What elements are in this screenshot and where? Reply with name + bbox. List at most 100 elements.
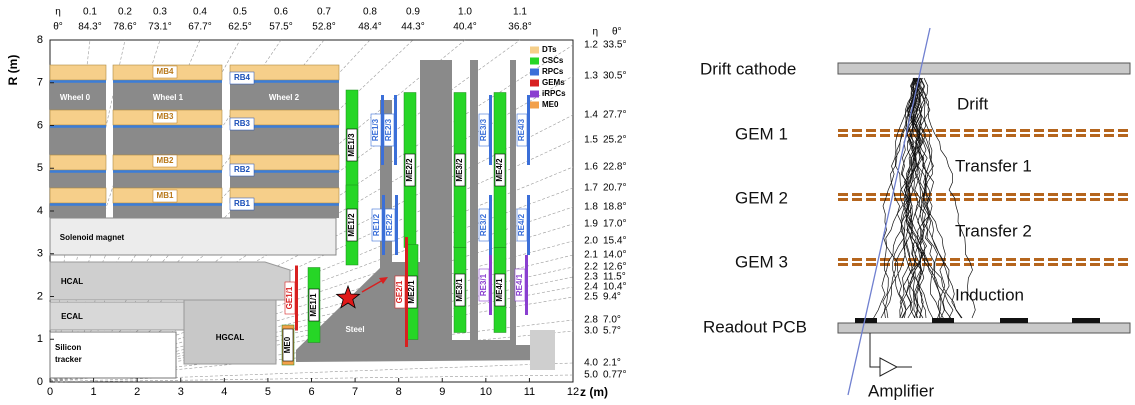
region-label: MB4 bbox=[157, 67, 174, 76]
gem-foil bbox=[1118, 263, 1128, 266]
eta-label: 0.2 bbox=[118, 7, 132, 18]
legend-label: ME0 bbox=[542, 100, 559, 109]
theta-label: 0.77° bbox=[603, 370, 626, 381]
chamber-label: ME0 bbox=[283, 336, 292, 353]
theta-label: 15.4° bbox=[603, 236, 626, 247]
chamber-label: GE2/1 bbox=[395, 280, 404, 303]
readout-plate bbox=[838, 323, 1130, 333]
gem-foil bbox=[1048, 263, 1058, 266]
gem-label: Readout PCB bbox=[703, 317, 807, 336]
gem-foil bbox=[1034, 263, 1044, 266]
region-label: Steel bbox=[345, 325, 364, 334]
gem-foil bbox=[880, 193, 890, 196]
chamber-label: RE1/2 bbox=[372, 213, 381, 236]
gem-foil bbox=[866, 258, 876, 261]
chamber-label: ME1/3 bbox=[347, 133, 356, 157]
gem-foil bbox=[964, 193, 974, 196]
x-tick-label: 4 bbox=[221, 386, 227, 398]
eta-label: 1.0 bbox=[458, 7, 472, 18]
gem-foil bbox=[992, 258, 1002, 261]
chamber-label: ME3/1 bbox=[455, 278, 464, 302]
chamber-strip bbox=[527, 195, 530, 255]
region-label: ECAL bbox=[61, 312, 83, 321]
gem-foil bbox=[1076, 134, 1086, 137]
gem-foil bbox=[1090, 134, 1100, 137]
gem-label: Drift bbox=[957, 94, 988, 113]
eta-label: 3.0 bbox=[584, 326, 598, 337]
region-label: tracker bbox=[55, 355, 82, 364]
legend-swatch bbox=[530, 58, 539, 65]
eta-label: 5.0 bbox=[584, 370, 598, 381]
eta-label: 1.2 bbox=[584, 40, 598, 51]
gem-foil bbox=[992, 129, 1002, 132]
chamber-label: RE4/3 bbox=[517, 118, 526, 141]
gem-foil bbox=[1062, 258, 1072, 261]
y-tick-label: 3 bbox=[37, 248, 43, 260]
legend-label: DTs bbox=[542, 45, 557, 54]
x-tick-label: 1 bbox=[91, 386, 97, 398]
eta-label: 1.7 bbox=[584, 183, 598, 194]
chamber-strip bbox=[489, 195, 492, 255]
gem-foil bbox=[992, 134, 1002, 137]
theta-label: 9.4° bbox=[603, 292, 621, 303]
gem-foil bbox=[1034, 129, 1044, 132]
chamber-label: RE3/1 bbox=[479, 273, 488, 296]
eta-label: 2.5 bbox=[584, 292, 598, 303]
theta-label: 5.7° bbox=[603, 326, 621, 337]
gem-foil bbox=[866, 134, 876, 137]
region-label: MB2 bbox=[157, 156, 174, 165]
legend-swatch bbox=[530, 102, 539, 109]
gem-foil bbox=[838, 129, 848, 132]
pad bbox=[1000, 318, 1028, 323]
theta-label: 78.6° bbox=[113, 22, 136, 33]
chamber-label: RE2/2 bbox=[385, 213, 394, 236]
legend-swatch bbox=[530, 47, 539, 54]
gem-foil bbox=[978, 134, 988, 137]
region-label: MB3 bbox=[157, 112, 174, 121]
gem-foil bbox=[964, 198, 974, 201]
gem-foil bbox=[1076, 193, 1086, 196]
y-tick-label: 1 bbox=[37, 333, 43, 345]
gem-foil bbox=[866, 129, 876, 132]
legend-label: iRPCs bbox=[542, 89, 566, 98]
gem-foil bbox=[950, 263, 960, 266]
gem-foil bbox=[1048, 198, 1058, 201]
region-label: MB1 bbox=[157, 191, 174, 200]
gem-foil bbox=[1104, 129, 1114, 132]
chamber-strip bbox=[489, 255, 492, 315]
gem-foil bbox=[1020, 258, 1030, 261]
chamber-label: ME2/2 bbox=[405, 158, 414, 182]
theta-header: θ° bbox=[53, 22, 63, 33]
gem-foil bbox=[1062, 193, 1072, 196]
y-tick-label: 5 bbox=[37, 162, 43, 174]
gem-foil bbox=[1006, 129, 1016, 132]
gem-foil bbox=[1104, 134, 1114, 137]
chamber-strip bbox=[295, 266, 298, 331]
gem-foil bbox=[880, 263, 890, 266]
gem-foil bbox=[1090, 258, 1100, 261]
gem-foil bbox=[1118, 258, 1128, 261]
gem-foil bbox=[838, 258, 848, 261]
gem-foil bbox=[978, 258, 988, 261]
x-tick-label: 11 bbox=[524, 386, 535, 398]
chamber-label: ME3/2 bbox=[455, 158, 464, 182]
theta-label: 48.4° bbox=[358, 22, 381, 33]
eta-label: 0.1 bbox=[83, 7, 97, 18]
chamber-label: RE2/3 bbox=[384, 118, 393, 141]
eta-label: 0.3 bbox=[153, 7, 167, 18]
gem-foil bbox=[1020, 134, 1030, 137]
x-tick-label: 9 bbox=[439, 386, 445, 398]
x-axis-label: z (m) bbox=[580, 385, 608, 399]
gem-foil bbox=[1090, 263, 1100, 266]
theta-label: 22.8° bbox=[603, 162, 626, 173]
region-label: Wheel 0 bbox=[60, 93, 91, 102]
eta-label: 1.1 bbox=[513, 7, 527, 18]
gem-foil bbox=[880, 129, 890, 132]
dt-chamber bbox=[50, 110, 106, 125]
gem-foil bbox=[1076, 129, 1086, 132]
theta-label: 44.3° bbox=[401, 22, 424, 33]
gem-foil bbox=[1062, 134, 1072, 137]
chamber-label: RE3/2 bbox=[479, 213, 488, 236]
eta-label: 1.4 bbox=[584, 110, 598, 121]
eta-label: 1.3 bbox=[584, 71, 598, 82]
